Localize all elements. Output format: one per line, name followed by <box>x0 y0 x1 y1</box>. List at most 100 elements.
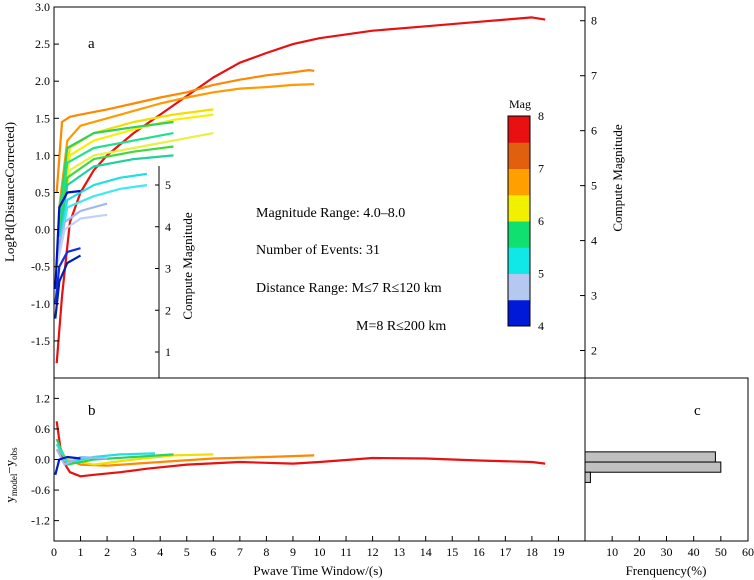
c-xtick-label: 20 <box>633 545 645 559</box>
series-a-m6-4 <box>58 113 214 223</box>
panel-b-ylabel: ymodel−yobs <box>2 447 19 503</box>
series-a-m5-1 <box>58 184 148 253</box>
series-a-m7-4 <box>58 83 315 208</box>
panel-a-series <box>54 16 546 364</box>
series-a-m4-2 <box>54 189 81 290</box>
panel-a-ylabel: LogPd(DistanceCorrected) <box>2 122 17 262</box>
annotation-num-events: Number of Events: 31 <box>256 243 380 258</box>
series-a-m4-6 <box>55 213 108 267</box>
a-y2tick-label: 8 <box>591 14 597 28</box>
panel-b-y-ticks: -1.2 -0.6 0.0 0.6 1.2 <box>31 391 59 528</box>
inset-tick-label: 1 <box>165 345 171 359</box>
series-b-m8-0 <box>55 421 546 478</box>
a-ytick-label: -1.5 <box>31 334 50 348</box>
colorbar-frame <box>507 115 531 327</box>
panel-b-xlabel: Pwave Time Window/(s) <box>253 563 382 578</box>
annotation-dist-range: Distance Range: M≤7 R≤120 km <box>256 281 442 296</box>
b-ytick-label: 1.2 <box>35 391 50 405</box>
b-xtick-label: 14 <box>420 545 432 559</box>
panel-c-letter: c <box>694 403 701 419</box>
series-a-m4-1 <box>54 247 81 304</box>
inset-ticks: 1 2 3 4 5 <box>155 178 171 359</box>
colorbar <box>507 115 531 327</box>
panel-a-y-ticks: -1.5 -1.0 -0.5 0.0 0.5 1.0 1.5 2.0 2.5 3.0 <box>31 0 59 348</box>
a-ytick-label: 1.0 <box>35 148 50 162</box>
panel-a-y2label: Compute Magnitude <box>610 124 625 231</box>
a-y2tick-label: 2 <box>591 344 597 358</box>
b-xtick-label: 18 <box>526 545 538 559</box>
inset-tick-label: 3 <box>165 262 171 276</box>
colorbar-tick-label: 8 <box>538 109 544 123</box>
series-a-m6-6 <box>58 108 214 215</box>
colorbar-ticks: 4 5 6 7 8 <box>538 109 544 333</box>
panel-b-series <box>54 421 546 478</box>
b-xtick-label: 3 <box>131 545 137 559</box>
series-b-m4-6 <box>55 448 108 466</box>
inset-tick-label: 2 <box>165 303 171 317</box>
series-b-m4-1 <box>54 455 81 476</box>
b-xtick-label: 1 <box>78 545 84 559</box>
c-xtick-label: 30 <box>661 545 673 559</box>
colorbar-segment <box>508 247 530 274</box>
colorbar-title: Mag <box>509 97 531 111</box>
histogram-bar <box>584 451 716 463</box>
a-y2tick-label: 7 <box>591 69 597 83</box>
c-xtick-label: 60 <box>742 545 754 559</box>
series-a-m5-9 <box>58 120 174 215</box>
c-xtick-label: 10 <box>606 545 618 559</box>
series-a-m4-0 <box>54 254 82 319</box>
series-a-m4-8 <box>55 202 108 260</box>
b-xtick-label: 17 <box>499 545 511 559</box>
b-xtick-label: 7 <box>237 545 243 559</box>
b-xtick-label: 2 <box>104 545 110 559</box>
b-xtick-label: 13 <box>393 545 405 559</box>
histogram-bar <box>584 461 722 473</box>
histogram-bar <box>584 471 591 483</box>
b-xtick-label: 10 <box>314 545 326 559</box>
panel-c-bars <box>584 451 722 483</box>
inset-tick-label: 4 <box>165 220 171 234</box>
colorbar-segment <box>508 194 530 222</box>
ylabel-main: y <box>2 496 17 503</box>
b-ytick-label: 0.6 <box>35 422 50 436</box>
ylabel-sep: −y <box>2 459 17 473</box>
panel-b-letter: b <box>88 403 96 419</box>
b-xtick-label: 19 <box>552 545 564 559</box>
c-xtick-label: 50 <box>715 545 727 559</box>
colorbar-segment <box>508 116 530 143</box>
b-xtick-label: 4 <box>157 545 163 559</box>
c-xtick-label: 40 <box>688 545 700 559</box>
colorbar-segment <box>508 142 530 169</box>
ylabel-sub-model: model <box>9 473 19 496</box>
b-xtick-label: 9 <box>290 545 296 559</box>
b-ytick-label: -1.2 <box>31 514 50 528</box>
colorbar-tick-label: 7 <box>538 162 544 176</box>
b-xtick-label: 11 <box>340 545 352 559</box>
panel-a: -1.5 -1.0 -0.5 0.0 0.5 1.0 1.5 2.0 2.5 3.0 2 3 4 5 6 7… <box>2 0 625 379</box>
b-xtick-label: 12 <box>367 545 379 559</box>
panel-c: 10 20 30 40 50 60 c Frenquency(%) <box>584 377 754 578</box>
inset-tick-label: 5 <box>165 178 171 192</box>
panel-b: -1.2-0.60.00.61.2 0 1 2 3 4 5 6 7 8 9 10 11 12 13 14 15… <box>2 377 586 578</box>
a-y2tick-label: 4 <box>591 234 597 248</box>
series-a-m5-8 <box>58 132 174 223</box>
a-ytick-label: 2.5 <box>35 37 50 51</box>
a-ytick-label: 0.5 <box>35 186 50 200</box>
b-xtick-label: 15 <box>446 545 458 559</box>
a-y2tick-label: 6 <box>591 124 597 138</box>
inset-ylabel: Compute Magnitude <box>180 212 195 319</box>
b-xtick-label: 0 <box>51 545 57 559</box>
b-xtick-label: 16 <box>473 545 485 559</box>
series-a-m5-3 <box>58 172 148 245</box>
series-a-m5-6 <box>58 154 174 238</box>
colorbar-segment <box>508 273 530 301</box>
colorbar-tick-label: 4 <box>538 319 544 333</box>
a-ytick-label: -0.5 <box>31 260 50 274</box>
series-a-m8-0 <box>55 16 546 364</box>
a-ytick-label: 3.0 <box>35 0 50 14</box>
a-ytick-label: 2.0 <box>35 74 50 88</box>
panel-b-x-ticks: 0 1 2 3 4 5 6 7 8 9 10 11 12 13 14 15 16 17 18 19 <box>51 536 564 559</box>
colorbar-tick-label: 6 <box>538 214 544 228</box>
b-xtick-label: 5 <box>184 545 190 559</box>
